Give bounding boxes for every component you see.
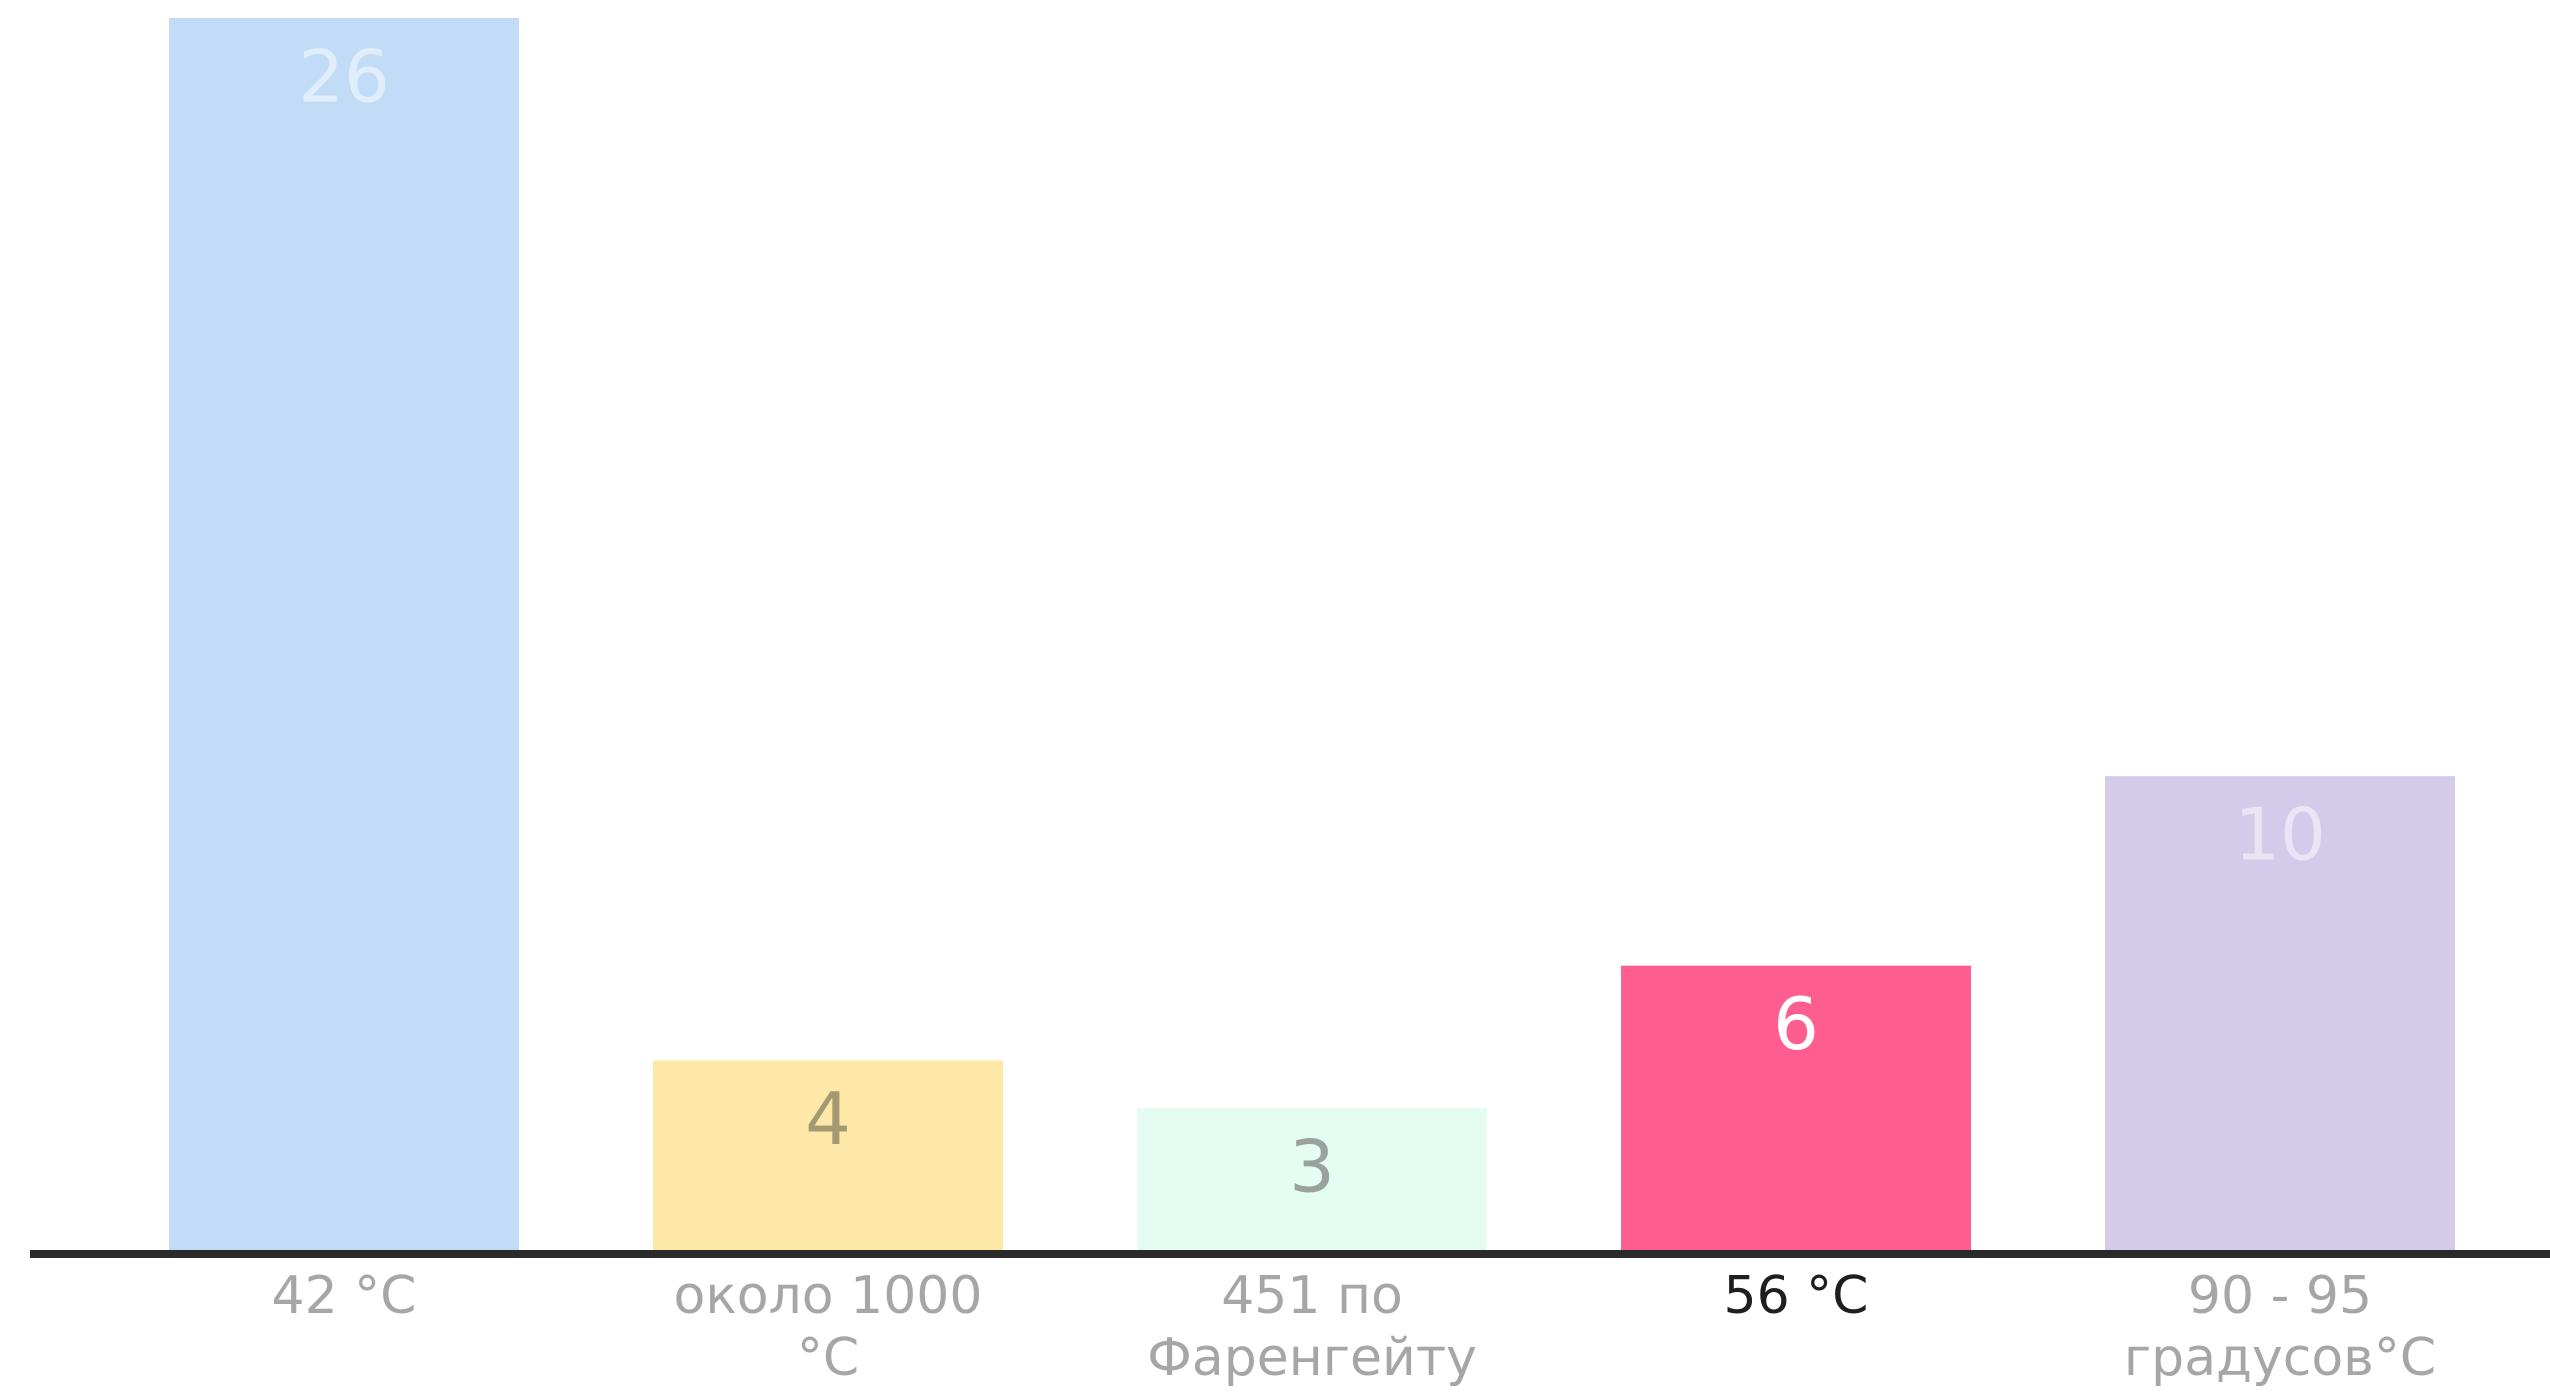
bar-4: [1621, 965, 1971, 1250]
bar-value-label: 3: [1289, 1124, 1335, 1208]
category-label: 90 - 95 градусов°C: [2124, 1266, 2436, 1388]
value-labels-group: 26 4 3 6 10: [298, 35, 2326, 1209]
category-label: 56 °C: [1723, 1266, 1868, 1326]
category-label-line: 90 - 95: [2188, 1266, 2372, 1326]
category-label-line: 56 °C: [1723, 1266, 1868, 1326]
category-label-line: 42 °C: [271, 1266, 416, 1326]
bar-value-label: 26: [298, 35, 390, 119]
category-label-line: °C: [797, 1328, 859, 1388]
category-labels-group: 42 °C около 1000 °C 451 по Фаренгейту 56 °C 90…: [271, 1266, 2436, 1388]
bar-value-label: 4: [805, 1077, 851, 1161]
category-label-line: Фаренгейту: [1147, 1328, 1477, 1388]
bar-value-label: 6: [1773, 982, 1819, 1066]
bar-3: [1137, 1107, 1487, 1250]
category-label: около 1000 °C: [674, 1266, 983, 1388]
bar-2: [653, 1060, 1003, 1250]
category-label-line: около 1000: [674, 1266, 983, 1326]
category-label-line: 451 по: [1221, 1266, 1403, 1326]
category-label: 451 по Фаренгейту: [1147, 1266, 1477, 1388]
bar-value-label: 10: [2234, 793, 2326, 877]
category-label: 42 °C: [271, 1266, 416, 1326]
bar-5: [2105, 776, 2455, 1250]
bars-group: [169, 18, 2455, 1250]
category-label-line: градусов°C: [2124, 1328, 2436, 1388]
bar-1: [169, 18, 519, 1250]
